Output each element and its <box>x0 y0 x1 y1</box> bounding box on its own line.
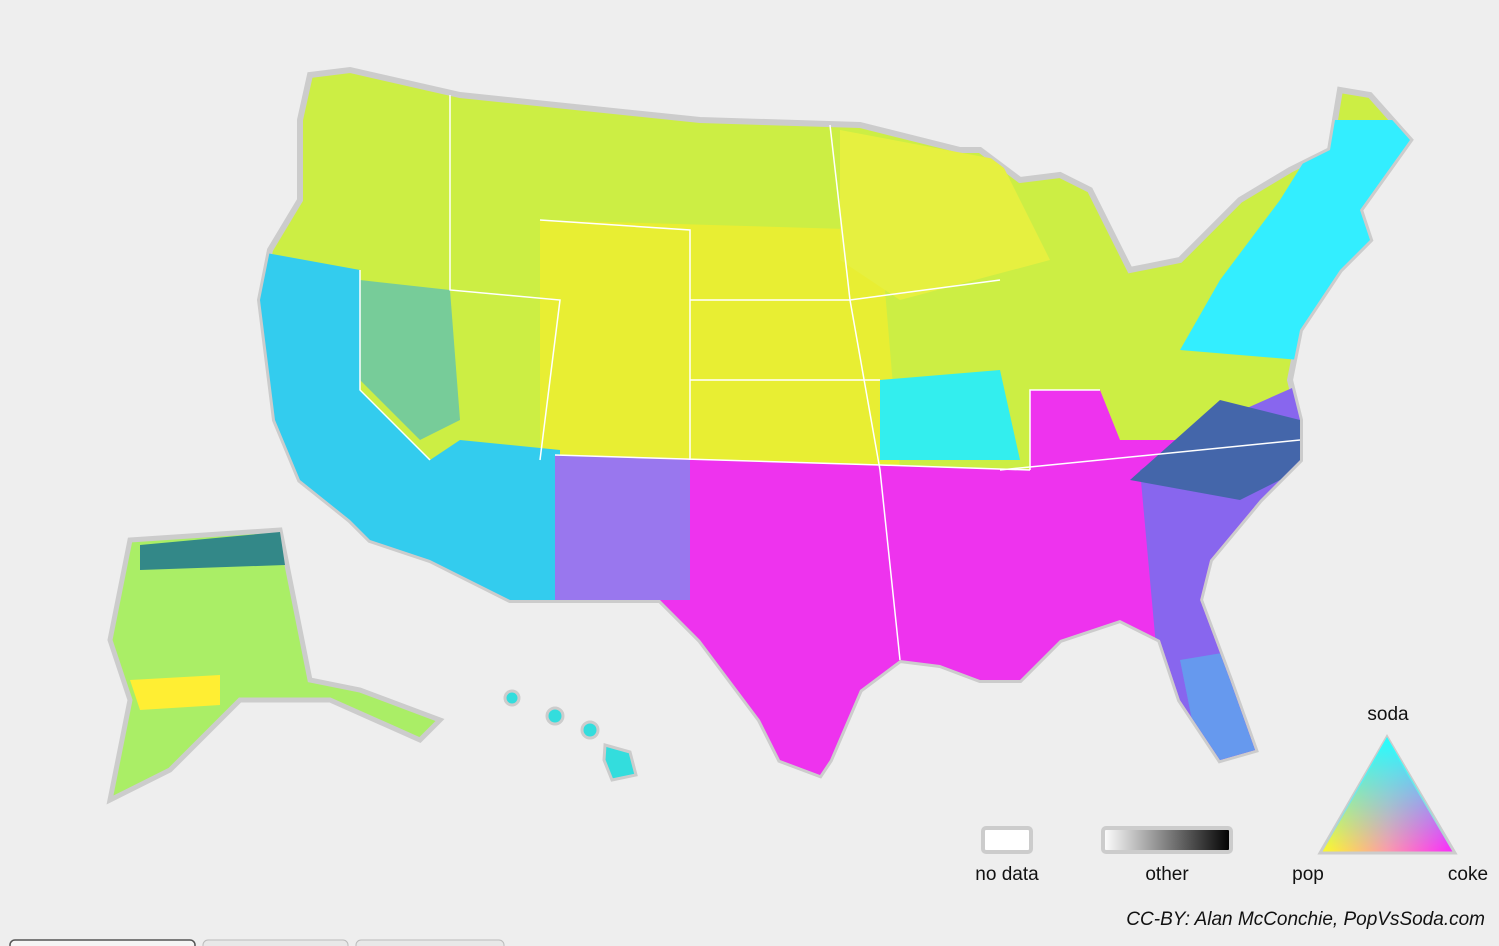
region-upper-midwest <box>840 130 1050 300</box>
tab[interactable] <box>355 939 505 946</box>
other-swatch <box>1101 826 1233 854</box>
region-florida <box>1180 650 1260 760</box>
tabs <box>9 939 505 946</box>
border <box>690 279 1001 301</box>
legend: no data other soda pop coke <box>975 704 1488 885</box>
border <box>359 270 431 461</box>
border <box>829 124 901 661</box>
hawaii <box>503 689 638 782</box>
border <box>999 439 1301 471</box>
no-data-swatch <box>981 826 1033 854</box>
region-carolinas <box>1130 400 1300 500</box>
credit: CC-BY: Alan McConchie, PopVsSoda.com <box>1126 909 1485 930</box>
state-borders <box>359 95 1301 661</box>
alaska <box>106 527 445 805</box>
no-data-label: no data <box>975 864 1039 885</box>
island <box>503 689 521 707</box>
alaska-north-slope <box>140 532 285 570</box>
region-ohio-valley <box>880 370 1020 460</box>
border <box>449 95 561 461</box>
tab[interactable] <box>9 939 196 946</box>
alaska-shape <box>106 527 445 805</box>
border <box>554 454 1031 471</box>
tab[interactable] <box>202 939 349 946</box>
other-label: other <box>1145 864 1189 885</box>
alaska-region <box>130 675 220 710</box>
ternary-triangle-overlay <box>1320 737 1455 853</box>
contiguous-us <box>256 66 1414 779</box>
border <box>1029 389 1100 470</box>
border <box>539 219 691 460</box>
coke-label: coke <box>1448 864 1488 885</box>
soda-label: soda <box>1367 704 1409 725</box>
island <box>545 706 565 726</box>
region-plains <box>540 220 900 470</box>
island <box>580 720 600 740</box>
region-great-basin <box>360 280 460 440</box>
region-new-mexico <box>555 455 690 600</box>
island <box>602 743 638 782</box>
pop-label: pop <box>1292 864 1324 885</box>
